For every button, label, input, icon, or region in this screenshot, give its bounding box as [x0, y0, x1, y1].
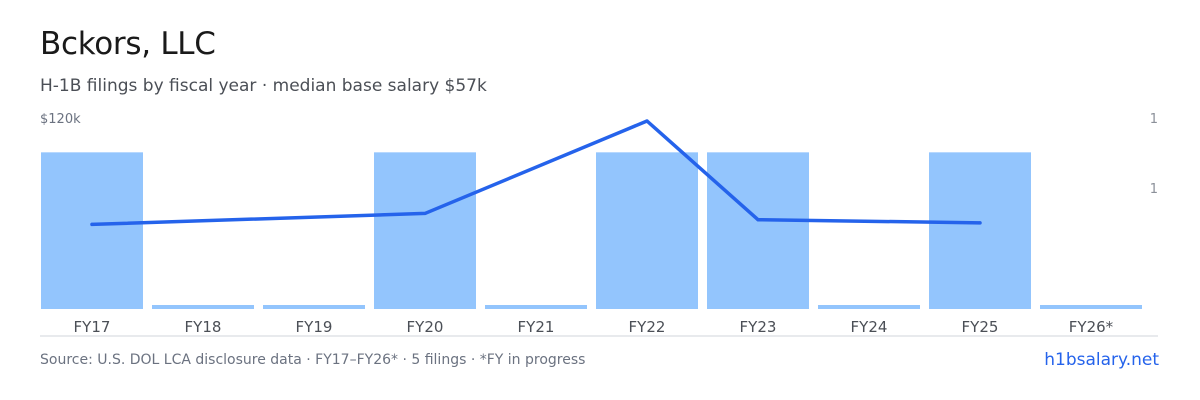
bar-fy21 [485, 305, 587, 309]
salary-point [978, 221, 982, 225]
bar-fy25 [929, 152, 1031, 309]
x-tick-label: FY19 [296, 318, 333, 336]
left-axis-max-label: $120k [40, 112, 81, 127]
bar-fy26-partial [1040, 305, 1142, 309]
bar-fy24 [818, 305, 920, 309]
salary-point [423, 211, 427, 216]
x-tick-label: FY26* [1069, 318, 1114, 336]
bar-fy18 [152, 305, 254, 309]
bar-fy23 [707, 152, 809, 309]
x-tick-label: FY18 [185, 318, 222, 336]
right-axis-mid-label: 1 [1149, 182, 1158, 197]
x-tick-label: FY20 [407, 318, 444, 336]
x-tick-label: FY22 [629, 318, 666, 336]
x-tick-label: FY23 [740, 318, 777, 336]
salary-point [756, 218, 760, 222]
page-title: Bckors, LLC [40, 26, 216, 62]
footer-source: Source: U.S. DOL LCA disclosure data · F… [40, 352, 586, 368]
bar-fy20 [374, 152, 476, 309]
salary-line [90, 119, 982, 227]
x-tick-label: FY17 [74, 318, 111, 336]
x-tick-label: FY25 [962, 318, 999, 336]
bar-fy22 [596, 152, 698, 309]
page-subtitle: H-1B filings by fiscal year · median bas… [40, 76, 487, 96]
footer-site-link[interactable]: h1bsalary.net [1044, 350, 1159, 370]
x-tick-label: FY21 [518, 318, 555, 336]
bar-fy19 [263, 305, 365, 309]
x-tick-label: FY24 [851, 318, 888, 336]
right-axis-max-label: 1 [1149, 112, 1158, 127]
bar-fy17 [41, 152, 143, 309]
salary-point [645, 119, 649, 123]
salary-point [90, 222, 94, 226]
